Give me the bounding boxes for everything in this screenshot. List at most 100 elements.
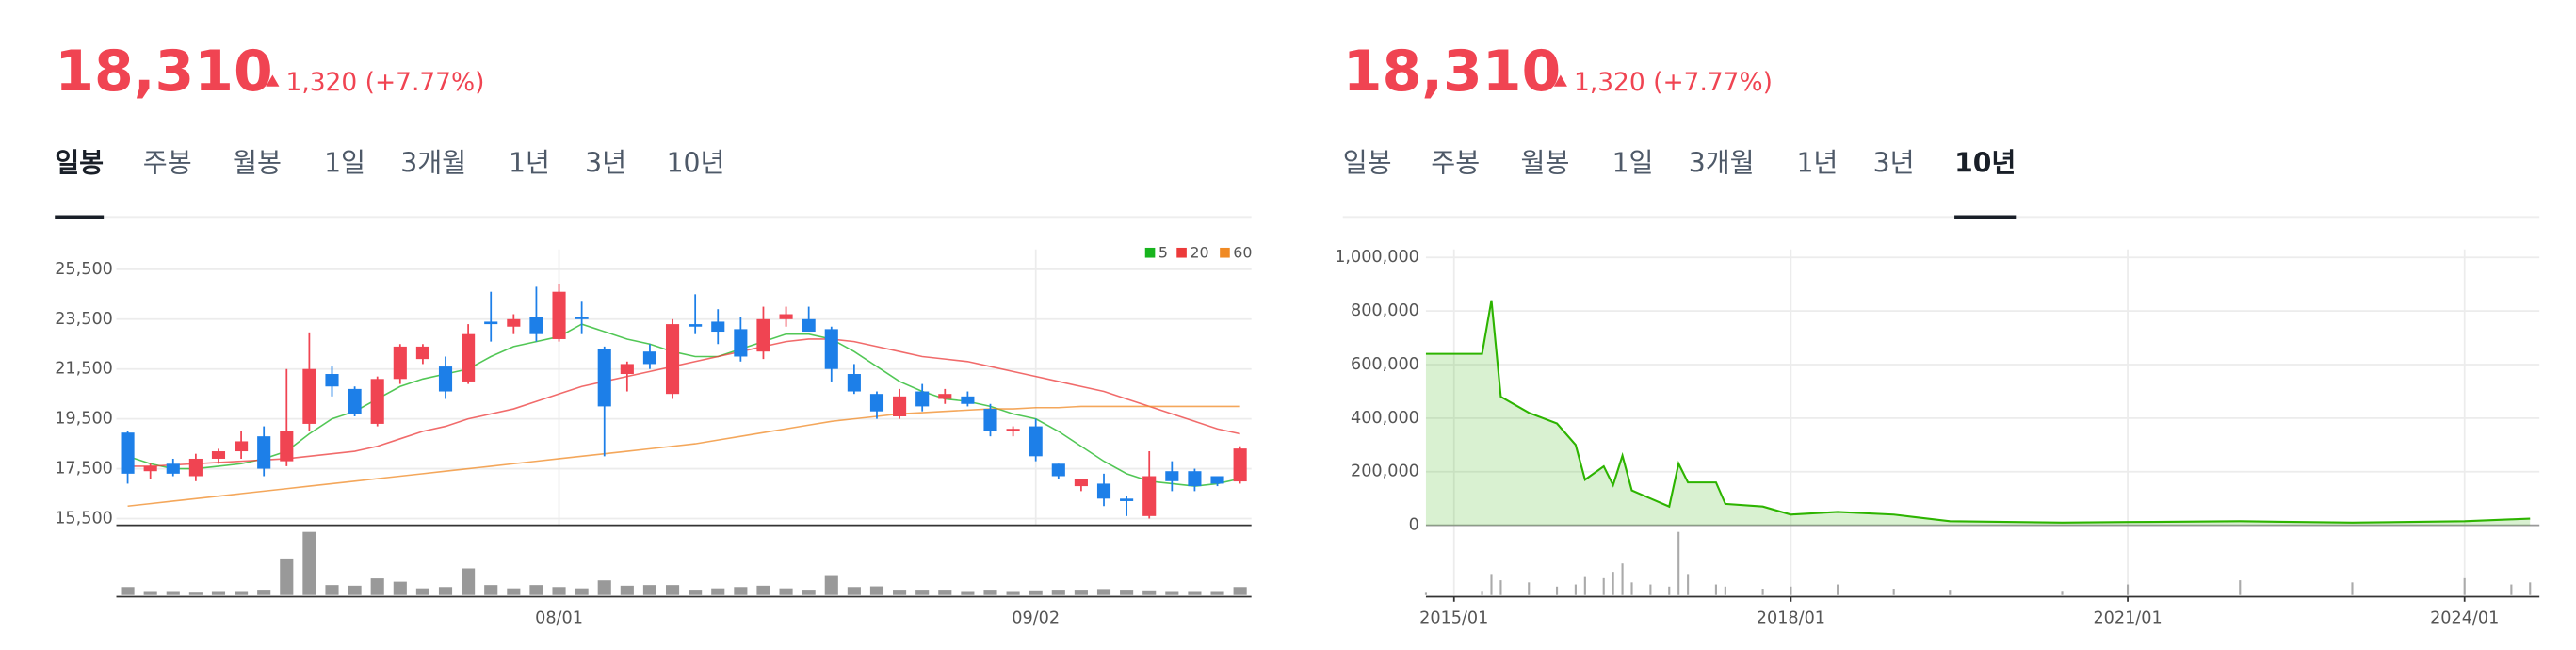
- volume-bar: [143, 591, 157, 595]
- x-tick-label: 2018/01: [1757, 609, 1825, 627]
- candle-body: [983, 409, 997, 431]
- candle-body: [802, 318, 816, 333]
- volume-bar: [1490, 574, 1493, 595]
- candle-body: [484, 321, 498, 325]
- period-tab[interactable]: 3개월: [400, 148, 466, 179]
- candle-body: [438, 366, 453, 392]
- period-tab[interactable]: 일봉: [1343, 148, 1392, 179]
- period-tab[interactable]: 3개월: [1689, 148, 1755, 179]
- volume-bar: [1528, 582, 1531, 595]
- period-tab[interactable]: 10년: [1954, 148, 2016, 179]
- volume-bar: [1724, 586, 1726, 595]
- y-tick-label: 15,500: [55, 509, 113, 528]
- up-arrow: [1553, 74, 1567, 87]
- candle-body: [961, 396, 975, 404]
- volume-bar: [1188, 591, 1202, 595]
- volume-bar: [689, 590, 703, 595]
- period-tab[interactable]: 주봉: [1431, 148, 1480, 179]
- candle-body: [1120, 498, 1134, 501]
- volume-bar: [1210, 591, 1224, 595]
- candle-body: [188, 458, 203, 477]
- candle-body: [915, 391, 930, 407]
- x-tick-label: 2024/01: [2430, 609, 2499, 627]
- y-tick-label: 0: [1409, 516, 1419, 535]
- candle-body: [325, 374, 339, 387]
- volume-bar: [257, 590, 271, 595]
- volume-bar: [779, 588, 793, 595]
- candle-body: [280, 431, 294, 462]
- legend-swatch: [1220, 247, 1230, 258]
- volume-bar: [1424, 592, 1428, 595]
- volume-bar: [438, 587, 453, 595]
- moving-average-line: [127, 405, 1240, 508]
- volume-bar: [1761, 589, 1764, 595]
- candle-body: [1165, 471, 1179, 481]
- candle-body: [462, 333, 476, 382]
- volume-bar: [824, 575, 838, 595]
- candle-body: [1074, 479, 1088, 487]
- candle-body: [642, 351, 657, 365]
- period-tab[interactable]: 1년: [509, 148, 550, 179]
- volume-bar: [1006, 591, 1020, 595]
- legend-label: 5: [1158, 244, 1168, 262]
- period-tab[interactable]: 1일: [1612, 148, 1654, 179]
- volume-bar: [1499, 580, 1502, 595]
- volume-bar: [1790, 586, 1792, 595]
- volume-bar: [2529, 582, 2532, 595]
- volume-bar: [1165, 591, 1179, 595]
- volume-bar: [620, 585, 634, 595]
- volume-bar: [1555, 586, 1559, 595]
- candle-body: [620, 364, 634, 375]
- candle-body: [756, 318, 770, 352]
- y-tick-label: 25,500: [55, 260, 113, 279]
- candle-body: [552, 291, 566, 339]
- period-tab[interactable]: 1일: [324, 148, 365, 179]
- volume-bar: [869, 586, 884, 595]
- period-tab[interactable]: 월봉: [233, 148, 282, 179]
- volume-bar: [393, 581, 407, 595]
- volume-bar: [552, 587, 566, 595]
- x-tick-label: 2021/01: [2093, 609, 2162, 627]
- y-tick-label: 200,000: [1351, 463, 1419, 481]
- period-tab[interactable]: 일봉: [55, 148, 104, 179]
- volume-bar: [665, 585, 680, 595]
- volume-bar: [1583, 576, 1586, 595]
- volume-bar: [1892, 589, 1895, 595]
- candle-body: [348, 388, 362, 414]
- volume-bar: [2510, 584, 2513, 595]
- price-change: 1,320 (+7.77%): [285, 68, 484, 97]
- volume-bar: [1630, 582, 1633, 595]
- candle-body: [1096, 483, 1111, 499]
- volume-bar: [756, 585, 770, 595]
- volume-bar: [1949, 590, 1952, 595]
- legend-label: 60: [1233, 244, 1252, 262]
- volume-bar: [325, 585, 339, 595]
- volume-bar: [1621, 563, 1624, 595]
- period-tab[interactable]: 10년: [667, 148, 725, 179]
- period-tab[interactable]: 주봉: [143, 148, 192, 179]
- period-tab[interactable]: 월봉: [1521, 148, 1570, 179]
- candle-body: [121, 432, 135, 474]
- candle-body: [665, 324, 680, 395]
- y-tick-label: 400,000: [1351, 409, 1419, 428]
- x-tick-label: 08/01: [535, 609, 583, 627]
- volume-bar: [1649, 584, 1652, 595]
- candle-body: [143, 465, 157, 472]
- candle-body: [824, 329, 838, 369]
- candle-body: [415, 346, 429, 360]
- volume-bar: [1051, 590, 1065, 595]
- y-tick-label: 21,500: [55, 360, 113, 379]
- volume-bar: [370, 578, 384, 595]
- period-tab[interactable]: 3년: [1873, 148, 1915, 179]
- volume-bar: [1120, 590, 1134, 595]
- volume-bar: [415, 588, 429, 595]
- price: 18,310: [55, 39, 272, 105]
- period-tab[interactable]: 3년: [585, 148, 626, 179]
- candle-body: [1210, 476, 1224, 484]
- candle-body: [1188, 471, 1202, 487]
- y-tick-label: 23,500: [55, 310, 113, 329]
- candle-body: [507, 318, 521, 327]
- period-tab[interactable]: 1년: [1796, 148, 1838, 179]
- candle-body: [689, 324, 703, 327]
- candle-body: [1006, 429, 1020, 431]
